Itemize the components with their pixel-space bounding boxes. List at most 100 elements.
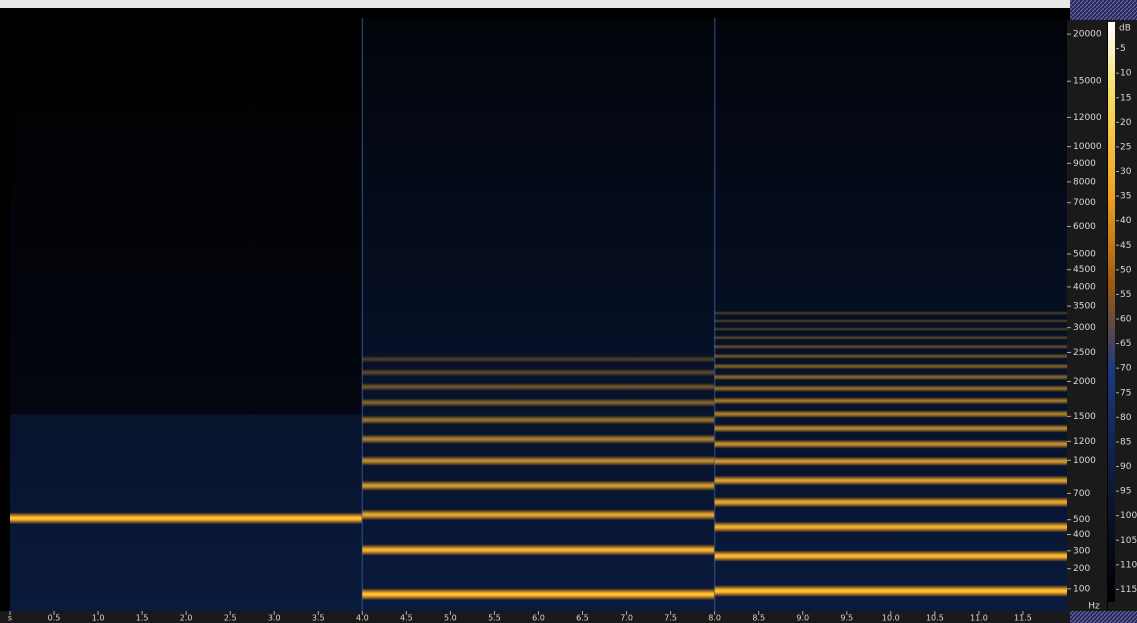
colorbar-unit: dB (1119, 24, 1131, 34)
harmonic-band (362, 383, 714, 391)
y-tick-label: 7000 (1073, 198, 1096, 208)
y-tick-label: 10000 (1073, 142, 1102, 152)
y-tick-label: 2500 (1073, 348, 1096, 358)
y-tick-label: 1000 (1073, 456, 1096, 466)
colorbar-tick-label: 10 (1120, 69, 1132, 79)
y-tick-label: 300 (1073, 546, 1090, 556)
x-tick-label: 8.5 (752, 614, 765, 623)
harmonic-band (715, 397, 1067, 405)
y-tick-label: 3500 (1073, 302, 1096, 312)
harmonic-band (715, 319, 1067, 323)
harmonic-band (715, 550, 1067, 562)
colorbar-tick-label: 60 (1120, 315, 1132, 325)
y-tick-label: 2000 (1073, 377, 1096, 387)
y-tick-label: 500 (1073, 515, 1090, 525)
x-tick-label: 1.0 (92, 614, 105, 623)
colorbar-tick-label: 115 (1120, 585, 1137, 595)
y-tick-label: 8000 (1073, 177, 1096, 187)
y-tick-label: 1500 (1073, 412, 1096, 422)
colorbar (1108, 22, 1115, 602)
colorbar-tick-label: 15 (1120, 93, 1131, 103)
y-tick-label: 12000 (1073, 113, 1102, 123)
harmonic-band (715, 410, 1067, 418)
harmonic-band (715, 374, 1067, 381)
x-tick-label: 2.0 (180, 614, 193, 623)
colorbar-tick-label: 30 (1120, 167, 1132, 177)
colorbar-tick-label: 65 (1120, 339, 1131, 349)
colorbar-tick-label: 105 (1120, 536, 1137, 546)
x-tick-label: 5.5 (488, 614, 501, 623)
harmonic-band (715, 353, 1067, 359)
x-tick-label: 11.5 (1014, 614, 1032, 623)
y-tick-label: 4500 (1073, 265, 1096, 275)
colorbar-tick-label: 35 (1120, 192, 1131, 202)
freq-unit: Hz (1088, 602, 1100, 612)
colorbar-tick-label: 90 (1120, 462, 1132, 472)
x-tick-label: s (8, 614, 12, 623)
y-tick-label: 100 (1073, 584, 1090, 594)
y-tick-label: 4000 (1073, 282, 1096, 292)
colorbar-tick-label: 40 (1120, 216, 1132, 226)
y-tick-label: 400 (1073, 530, 1090, 540)
colorbar-tick-label: 110 (1120, 560, 1137, 570)
colorbar-tick-label: 80 (1120, 413, 1132, 423)
colorbar-tick-label: 95 (1120, 487, 1131, 497)
y-tick-label: 200 (1073, 564, 1090, 574)
colorbar-tick-label: 5 (1120, 44, 1126, 54)
harmonic-band (362, 356, 714, 363)
x-tick-label: 11.0 (970, 614, 988, 623)
spectrogram-window: Hz dB 1002003004005007001000120015002000… (0, 0, 1137, 623)
harmonic-band (362, 398, 714, 407)
colorbar-tick-label: 70 (1120, 364, 1132, 374)
y-tick-label: 3000 (1073, 323, 1096, 333)
x-tick-label: 4.5 (400, 614, 413, 623)
x-tick-label: 7.5 (664, 614, 677, 623)
harmonic-band (715, 497, 1067, 508)
harmonic-band (715, 363, 1067, 369)
y-tick-label: 15000 (1073, 77, 1102, 87)
x-tick-label: 10.0 (882, 614, 900, 623)
x-tick-label: 5.0 (444, 614, 457, 623)
harmonic-band (362, 588, 714, 600)
harmonic-band (362, 434, 714, 444)
plot-area (10, 18, 1067, 612)
y-tick-label: 6000 (1073, 222, 1096, 232)
y-tick-label: 700 (1073, 489, 1090, 499)
x-tick-label: 10.5 (926, 614, 944, 623)
colorbar-tick-label: 50 (1120, 265, 1132, 275)
harmonic-band (362, 544, 714, 556)
x-tick-label: 8.0 (708, 614, 721, 623)
x-tick-label: 3.0 (268, 614, 281, 623)
y-tick-label: 9000 (1073, 159, 1096, 169)
harmonic-band (362, 369, 714, 377)
harmonic-band (362, 456, 714, 466)
harmonic-band (715, 476, 1067, 486)
harmonic-band (362, 415, 714, 424)
x-tick-label: 1.5 (136, 614, 149, 623)
colorbar-tick-label: 85 (1120, 437, 1131, 447)
harmonic-band (362, 480, 714, 491)
colorbar-tick-label: 55 (1120, 290, 1131, 300)
harmonic-band (715, 344, 1067, 349)
y-tick-label: 20000 (1073, 30, 1102, 40)
top-bar (0, 0, 1070, 8)
harmonic-band (10, 512, 362, 524)
harmonic-band (715, 385, 1067, 392)
y-tick-label: 5000 (1073, 250, 1096, 260)
harmonic-band (715, 424, 1067, 433)
corner-hatch (1070, 611, 1137, 623)
colorbar-tick-label: 20 (1120, 118, 1132, 128)
x-tick-label: 2.5 (224, 614, 237, 623)
corner-hatch (1070, 0, 1137, 20)
harmonic-band (715, 311, 1067, 315)
colorbar-tick-label: 25 (1120, 142, 1131, 152)
x-tick-label: 7.0 (620, 614, 633, 623)
x-tick-label: 9.0 (796, 614, 809, 623)
harmonic-band (715, 335, 1067, 340)
x-tick-label: 9.5 (840, 614, 853, 623)
x-tick-label: 4.0 (356, 614, 369, 623)
harmonic-band (715, 440, 1067, 449)
harmonic-band (715, 327, 1067, 331)
harmonic-band (715, 521, 1067, 532)
x-tick-label: 3.5 (312, 614, 325, 623)
